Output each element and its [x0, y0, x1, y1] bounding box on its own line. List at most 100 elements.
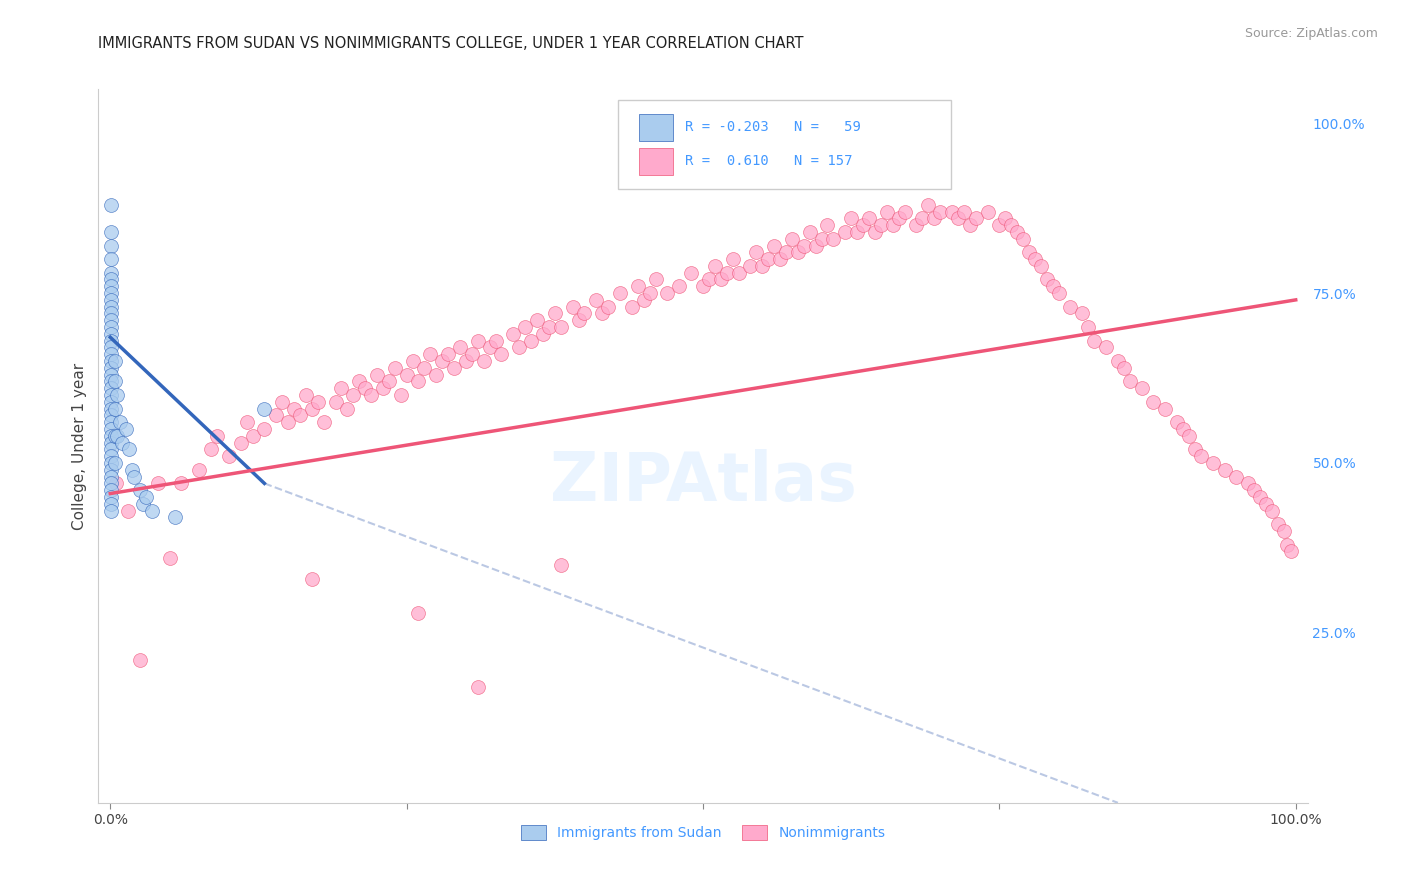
Point	[846, 225, 869, 239]
Point	[100, 368, 122, 382]
Point	[484, 334, 506, 348]
Point	[100, 503, 122, 517]
Point	[810, 232, 832, 246]
Point	[122, 469, 145, 483]
Point	[852, 218, 875, 232]
Point	[330, 381, 353, 395]
Point	[100, 401, 122, 416]
Point	[959, 218, 981, 232]
Point	[401, 354, 423, 368]
Point	[378, 375, 401, 389]
Point	[384, 360, 406, 375]
Point	[1171, 422, 1194, 436]
Point	[277, 415, 299, 429]
Bar	[638, 148, 673, 175]
Point	[793, 238, 815, 252]
Point	[627, 279, 650, 293]
Point	[876, 204, 898, 219]
Point	[100, 476, 122, 491]
Point	[531, 326, 554, 341]
Point	[366, 368, 388, 382]
Point	[347, 375, 370, 389]
Point	[100, 272, 122, 286]
Point	[360, 388, 382, 402]
Point	[283, 401, 305, 416]
Point	[100, 279, 122, 293]
Point	[858, 211, 880, 226]
Point	[727, 266, 749, 280]
Point	[740, 259, 762, 273]
Point	[235, 415, 257, 429]
Point	[461, 347, 484, 361]
Point	[929, 204, 952, 219]
Point	[710, 272, 733, 286]
Point	[449, 341, 471, 355]
Point	[467, 334, 489, 348]
Point	[100, 442, 122, 457]
Point	[295, 388, 318, 402]
Point	[1107, 354, 1129, 368]
Point	[325, 394, 347, 409]
Bar	[638, 114, 673, 141]
Point	[1119, 375, 1142, 389]
Point	[467, 680, 489, 694]
Point	[834, 225, 856, 239]
Point	[508, 341, 530, 355]
Point	[515, 320, 537, 334]
Point	[1243, 483, 1265, 498]
Point	[1005, 225, 1028, 239]
Point	[1077, 320, 1099, 334]
Point	[100, 252, 122, 266]
Point	[114, 422, 136, 436]
Point	[288, 409, 311, 423]
Point	[100, 497, 122, 511]
Point	[644, 272, 666, 286]
Point	[1095, 341, 1118, 355]
Point	[100, 293, 122, 307]
Point	[121, 463, 143, 477]
Point	[229, 435, 252, 450]
Point	[408, 375, 430, 389]
Point	[170, 476, 193, 491]
Point	[472, 354, 495, 368]
Point	[104, 375, 127, 389]
Point	[100, 469, 122, 483]
Point	[307, 394, 329, 409]
Point	[205, 429, 228, 443]
Point	[100, 198, 122, 212]
Text: R =  0.610   N = 157: R = 0.610 N = 157	[685, 153, 852, 168]
Point	[389, 388, 412, 402]
Point	[668, 279, 690, 293]
Point	[745, 245, 768, 260]
Point	[100, 388, 122, 402]
Point	[105, 388, 128, 402]
Point	[100, 320, 122, 334]
Y-axis label: College, Under 1 year: College, Under 1 year	[72, 362, 87, 530]
Point	[941, 204, 963, 219]
Point	[550, 320, 572, 334]
Point	[108, 415, 131, 429]
Point	[1237, 476, 1260, 491]
Point	[218, 449, 240, 463]
Point	[253, 422, 276, 436]
Point	[159, 551, 181, 566]
Point	[1189, 449, 1212, 463]
Point	[100, 313, 122, 327]
Point	[100, 306, 122, 320]
Point	[371, 381, 394, 395]
Point	[105, 476, 128, 491]
Point	[100, 347, 122, 361]
Point	[550, 558, 572, 572]
Point	[1059, 300, 1081, 314]
Point	[271, 394, 294, 409]
Point	[681, 266, 703, 280]
Point	[1018, 245, 1040, 260]
Point	[100, 381, 122, 395]
Point	[100, 334, 122, 348]
Point	[354, 381, 377, 395]
Point	[408, 606, 430, 620]
Point	[823, 232, 845, 246]
Point	[1047, 286, 1070, 301]
Point	[1112, 360, 1135, 375]
Text: ZIPAtlas: ZIPAtlas	[550, 449, 856, 515]
